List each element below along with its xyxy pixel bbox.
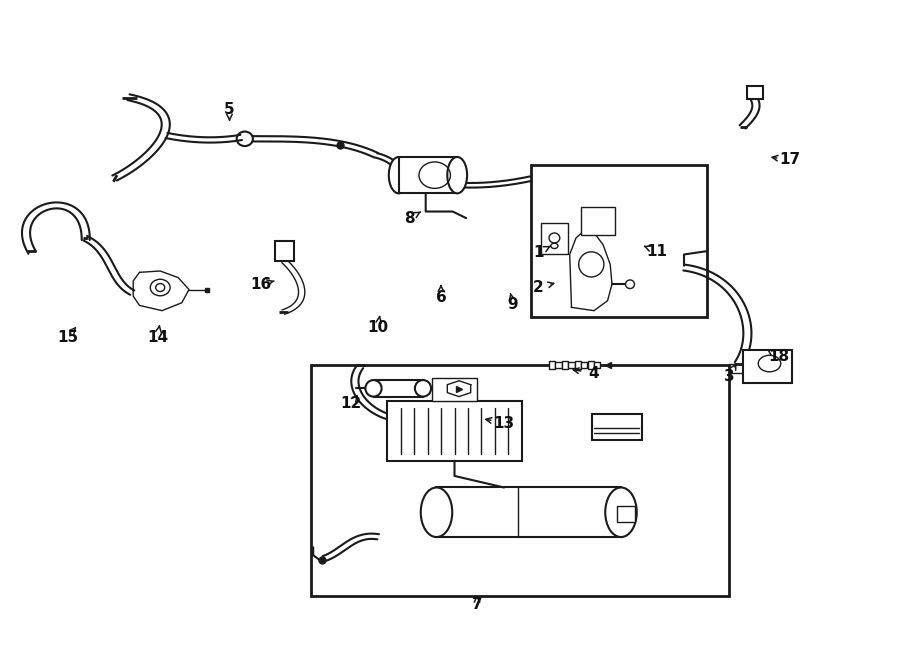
Bar (562, 360, 568, 369)
Ellipse shape (447, 157, 467, 193)
Bar (575, 360, 581, 369)
Text: 17: 17 (779, 153, 801, 167)
Bar (374, 380, 423, 397)
Text: 18: 18 (768, 350, 789, 364)
Bar (399, 157, 457, 193)
Text: 6: 6 (436, 290, 446, 305)
Ellipse shape (420, 488, 452, 537)
Bar (274, 241, 294, 261)
Text: 16: 16 (250, 277, 272, 292)
Bar (616, 506, 634, 522)
Text: 5: 5 (224, 102, 235, 116)
Text: 15: 15 (57, 330, 78, 344)
Bar (747, 86, 763, 99)
Bar (592, 414, 642, 440)
Ellipse shape (365, 380, 382, 397)
Text: 11: 11 (646, 244, 668, 258)
Text: 7: 7 (472, 598, 482, 612)
Text: 8: 8 (404, 211, 415, 225)
Bar (568, 362, 574, 368)
Text: 12: 12 (340, 396, 362, 410)
Bar (594, 362, 600, 368)
Bar (555, 362, 562, 368)
Text: 3: 3 (724, 369, 734, 384)
Text: 4: 4 (589, 366, 599, 381)
Bar (387, 401, 522, 461)
Bar (742, 350, 792, 383)
Bar (541, 223, 568, 254)
Bar (310, 365, 729, 596)
Bar (581, 362, 588, 368)
Text: 14: 14 (147, 330, 168, 344)
Text: 9: 9 (508, 297, 518, 311)
Text: 13: 13 (493, 416, 515, 430)
Ellipse shape (389, 157, 409, 193)
Ellipse shape (626, 280, 634, 288)
Bar (588, 360, 594, 369)
Ellipse shape (605, 488, 637, 537)
Bar (531, 165, 706, 317)
Text: 2: 2 (533, 280, 544, 295)
Text: 1: 1 (533, 245, 544, 260)
Bar (580, 207, 615, 235)
Bar (432, 378, 477, 401)
Bar (549, 360, 555, 369)
Ellipse shape (415, 380, 431, 397)
Text: 10: 10 (367, 320, 389, 334)
